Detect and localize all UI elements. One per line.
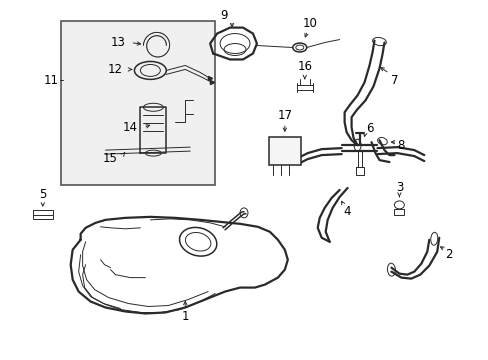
Text: 5: 5 xyxy=(39,188,46,202)
Text: 8: 8 xyxy=(397,139,404,152)
Bar xyxy=(33,210,53,219)
Bar xyxy=(268,137,300,165)
Text: 3: 3 xyxy=(395,181,402,194)
Text: 2: 2 xyxy=(445,248,452,261)
Text: 11: 11 xyxy=(43,74,58,87)
Text: 12: 12 xyxy=(108,63,123,76)
Bar xyxy=(394,209,404,215)
Text: 17: 17 xyxy=(277,109,292,122)
Text: 13: 13 xyxy=(111,36,126,49)
Text: 1: 1 xyxy=(181,310,188,323)
Text: 15: 15 xyxy=(103,152,118,165)
Text: 10: 10 xyxy=(302,17,317,30)
Text: 14: 14 xyxy=(122,121,138,134)
Bar xyxy=(61,21,215,185)
Text: 7: 7 xyxy=(390,74,397,87)
Text: 16: 16 xyxy=(297,60,312,73)
Text: 6: 6 xyxy=(365,122,372,135)
Text: 4: 4 xyxy=(343,205,351,219)
Text: 9: 9 xyxy=(220,9,227,22)
